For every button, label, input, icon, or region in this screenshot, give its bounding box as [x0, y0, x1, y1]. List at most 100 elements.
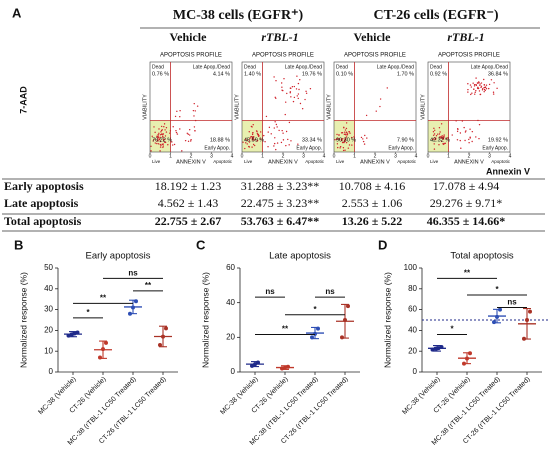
event-dot [273, 76, 275, 78]
data-point [492, 320, 496, 325]
event-dot [162, 143, 164, 146]
event-dot [172, 126, 174, 128]
event-dot [187, 140, 190, 143]
quadrant-name: Early Apop. [388, 145, 414, 151]
event-dot [469, 137, 471, 139]
group-header: CT-26 cells (EGFR⁻) [373, 8, 498, 23]
event-dot [463, 126, 465, 129]
chart-title: Early apoptosis [86, 251, 151, 262]
event-dot [485, 84, 488, 86]
event-dot [496, 87, 498, 90]
event-dot [456, 130, 459, 133]
flow-tick-label: 3 [394, 153, 397, 159]
data-point [528, 309, 532, 314]
event-dot [440, 123, 443, 125]
event-dot [190, 139, 192, 141]
y-axis-label: Normalized response (%) [200, 272, 210, 368]
event-dot [163, 123, 166, 125]
event-dot [188, 129, 191, 131]
event-dot [175, 131, 178, 134]
event-dot [348, 144, 351, 146]
event-dot [440, 137, 442, 139]
event-dot [480, 82, 483, 84]
event-dot [438, 144, 440, 146]
event-dot [251, 133, 254, 136]
event-dot [158, 132, 160, 135]
flow-ylabel: VIABILITY [142, 94, 148, 120]
event-dot [441, 137, 444, 140]
event-dot [165, 131, 168, 133]
y-tick-label: 10 [44, 346, 53, 355]
event-dot [157, 133, 159, 136]
flow-tick-label: 1 [353, 153, 356, 159]
event-dot [162, 133, 165, 135]
significance-label: * [495, 285, 499, 294]
flow-title: APOPTOSIS PROFILE [438, 53, 500, 59]
significance-label: * [450, 325, 454, 334]
event-dot [474, 93, 476, 95]
event-dot [440, 140, 443, 143]
event-dot [289, 91, 292, 93]
event-dot [344, 137, 347, 139]
event-dot [282, 139, 285, 141]
event-dot [465, 130, 467, 132]
event-dot [251, 146, 253, 148]
event-dot [345, 127, 348, 130]
event-dot [443, 143, 445, 146]
event-dot [186, 132, 188, 134]
event-dot [309, 88, 312, 90]
event-dot [160, 144, 162, 146]
event-dot [275, 148, 277, 151]
event-dot [275, 123, 278, 126]
event-dot [360, 136, 363, 139]
event-dot [477, 87, 480, 90]
event-dot [159, 150, 161, 152]
column-header: rTBL-1 [261, 30, 298, 44]
event-dot [157, 143, 160, 145]
table-cell: 4.562 ± 1.43 [158, 196, 219, 210]
flow-tick-label: 0 [427, 153, 430, 159]
y-tick-label: 0 [413, 367, 418, 376]
quadrant-percent: 42.32 % [430, 137, 450, 143]
event-dot [160, 133, 163, 135]
event-dot [162, 138, 165, 141]
event-dot [163, 126, 165, 128]
y-tick-label: 20 [408, 346, 417, 355]
event-dot [478, 90, 481, 92]
event-dot [159, 136, 161, 139]
event-dot [296, 75, 298, 77]
event-dot [256, 130, 258, 133]
event-dot [156, 140, 158, 142]
event-dot [297, 97, 299, 100]
event-dot [459, 132, 462, 134]
x-tick-label: CT-26 (rTBL-1 LC50 Treated) [280, 376, 350, 446]
event-dot [349, 132, 351, 134]
event-dot [363, 143, 366, 145]
table-cell: 29.276 ± 9.71* [430, 196, 503, 210]
y-tick-label: 40 [44, 284, 53, 293]
event-dot [275, 97, 277, 99]
flow-ylabel: VIABILITY [420, 94, 426, 120]
event-dot [433, 133, 436, 135]
event-dot [194, 110, 196, 112]
quadrant-percent: 7.90 % [397, 137, 414, 143]
event-dot [172, 144, 174, 146]
flow-title: APOPTOSIS PROFILE [344, 53, 406, 59]
event-dot [434, 138, 436, 141]
event-dot [290, 96, 292, 98]
event-dot [434, 137, 436, 139]
event-dot [187, 133, 189, 135]
event-dot [280, 82, 283, 84]
event-dot [165, 127, 168, 129]
quadrant-name: Early Apop. [204, 145, 230, 151]
event-dot [193, 126, 196, 128]
chart-title: Late apoptosis [269, 251, 331, 262]
event-dot [162, 145, 164, 147]
quadrant-percent: 0.10 % [336, 71, 353, 77]
event-dot [274, 121, 276, 123]
event-dot [293, 96, 296, 99]
event-dot [154, 131, 156, 134]
event-dot [288, 121, 291, 124]
event-dot [263, 134, 265, 137]
flow-xlabel: ANNEXIN V [268, 159, 298, 165]
